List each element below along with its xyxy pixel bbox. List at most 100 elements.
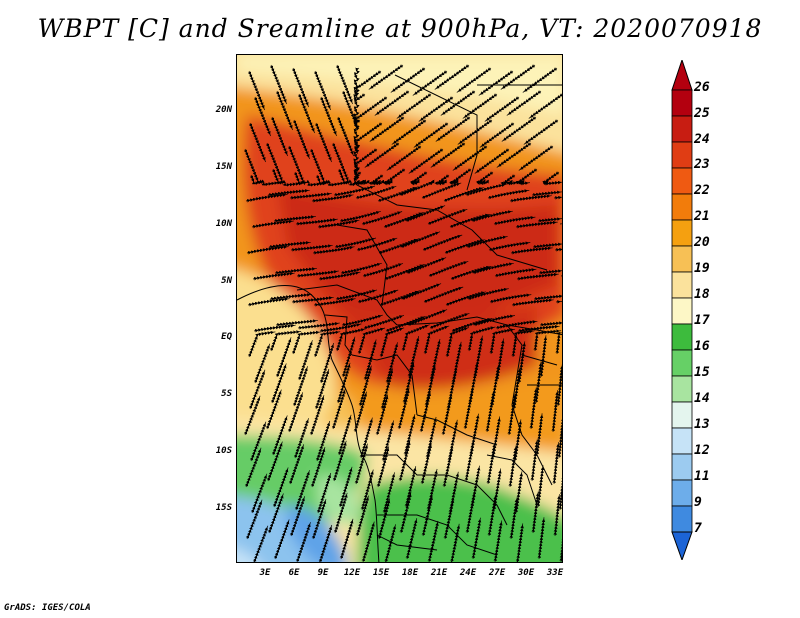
lon-label-3e: 3E bbox=[259, 568, 271, 578]
streamline bbox=[464, 439, 475, 482]
streamline bbox=[379, 327, 405, 358]
streamline bbox=[559, 536, 562, 562]
colorbar-label-15: 15 bbox=[694, 365, 710, 380]
streamline bbox=[420, 442, 432, 485]
streamline bbox=[533, 329, 562, 352]
streamline bbox=[361, 521, 375, 562]
colorbar-label-17: 17 bbox=[694, 313, 710, 328]
colorbar-label-24: 24 bbox=[694, 132, 710, 147]
colorbar-box bbox=[671, 453, 693, 481]
colorbar-label-18: 18 bbox=[694, 287, 710, 302]
colorbar-label-7: 7 bbox=[694, 521, 702, 536]
streamline bbox=[309, 394, 325, 436]
colorbar-label-11: 11 bbox=[694, 469, 710, 484]
streamline bbox=[270, 116, 288, 157]
lon-label-30e: 30E bbox=[517, 568, 535, 578]
streamline bbox=[407, 309, 448, 327]
streamlines bbox=[243, 64, 562, 562]
streamline bbox=[357, 327, 386, 355]
colorbar-box bbox=[671, 89, 693, 117]
colorbar-label-12: 12 bbox=[694, 443, 710, 458]
streamline bbox=[383, 524, 397, 562]
lat-label-10s: 10S bbox=[215, 446, 232, 456]
streamline bbox=[295, 522, 311, 562]
lon-label-21e: 21E bbox=[430, 568, 448, 578]
streamline bbox=[465, 491, 476, 534]
streamline bbox=[331, 388, 346, 430]
colorbar-label-25: 25 bbox=[694, 106, 710, 121]
streamline bbox=[427, 520, 439, 562]
streamline bbox=[487, 494, 497, 537]
lon-label-33e: 33E bbox=[546, 568, 564, 578]
colorbar-label-16: 16 bbox=[694, 339, 710, 354]
streamline bbox=[274, 267, 317, 275]
streamline bbox=[248, 122, 266, 163]
streamline bbox=[288, 444, 305, 485]
streamline bbox=[376, 446, 390, 488]
streamline bbox=[516, 272, 559, 281]
lon-label-12e: 12E bbox=[343, 568, 361, 578]
colorbar-box bbox=[671, 115, 693, 143]
streamline bbox=[421, 182, 462, 200]
streamline bbox=[489, 328, 516, 355]
streamline bbox=[419, 390, 432, 433]
wbpt-field bbox=[237, 55, 562, 562]
streamline bbox=[551, 390, 559, 433]
streamline bbox=[406, 257, 447, 275]
streamline bbox=[405, 518, 418, 560]
streamline bbox=[508, 445, 518, 488]
streamline bbox=[552, 442, 560, 485]
colorbar-box bbox=[671, 505, 693, 533]
streamline bbox=[310, 446, 326, 488]
streamline bbox=[353, 391, 367, 433]
streamline bbox=[531, 491, 540, 534]
streamline bbox=[507, 393, 517, 436]
colorbar-box bbox=[671, 349, 693, 377]
streamline bbox=[401, 283, 442, 301]
colorbar-box bbox=[671, 245, 693, 273]
colorbar-box bbox=[671, 375, 693, 403]
streamline bbox=[427, 208, 468, 226]
shaded-wbpt bbox=[237, 55, 562, 562]
streamline bbox=[243, 395, 261, 436]
streamline bbox=[554, 247, 562, 252]
streamline bbox=[531, 190, 562, 197]
colorbar-label-19: 19 bbox=[694, 261, 710, 276]
streamline bbox=[339, 518, 354, 560]
streamline bbox=[311, 498, 327, 540]
lat-label-5n: 5N bbox=[221, 276, 232, 286]
streamline bbox=[495, 320, 538, 330]
streamline bbox=[289, 496, 306, 537]
lon-label-15e: 15E bbox=[372, 568, 390, 578]
colorbar-box bbox=[671, 271, 693, 299]
streamline bbox=[449, 168, 472, 186]
streamline bbox=[522, 67, 558, 93]
streamline bbox=[269, 293, 312, 301]
streamline bbox=[429, 313, 470, 330]
lat-label-5s: 5S bbox=[221, 389, 232, 399]
streamline bbox=[537, 517, 546, 560]
lon-label-6e: 6E bbox=[288, 568, 300, 578]
streamline bbox=[333, 492, 348, 534]
streamline bbox=[375, 394, 389, 436]
streamline bbox=[336, 116, 354, 157]
colorbar-box bbox=[671, 219, 693, 247]
streamline bbox=[472, 262, 514, 275]
streamline bbox=[463, 387, 474, 430]
streamline bbox=[553, 195, 562, 200]
lon-label-9e: 9E bbox=[317, 568, 329, 578]
streamline bbox=[465, 183, 507, 197]
streamline bbox=[441, 393, 453, 436]
colorbar bbox=[671, 60, 693, 560]
streamline bbox=[313, 330, 341, 358]
streamline bbox=[267, 493, 284, 534]
lat-label-15n: 15N bbox=[215, 162, 232, 172]
streamline bbox=[542, 171, 562, 186]
streamline bbox=[533, 294, 562, 301]
colorbar-box bbox=[671, 479, 693, 507]
streamline bbox=[471, 517, 482, 560]
streamline bbox=[368, 174, 385, 186]
streamline bbox=[398, 440, 411, 482]
streamline bbox=[449, 523, 461, 562]
streamline bbox=[555, 300, 562, 304]
